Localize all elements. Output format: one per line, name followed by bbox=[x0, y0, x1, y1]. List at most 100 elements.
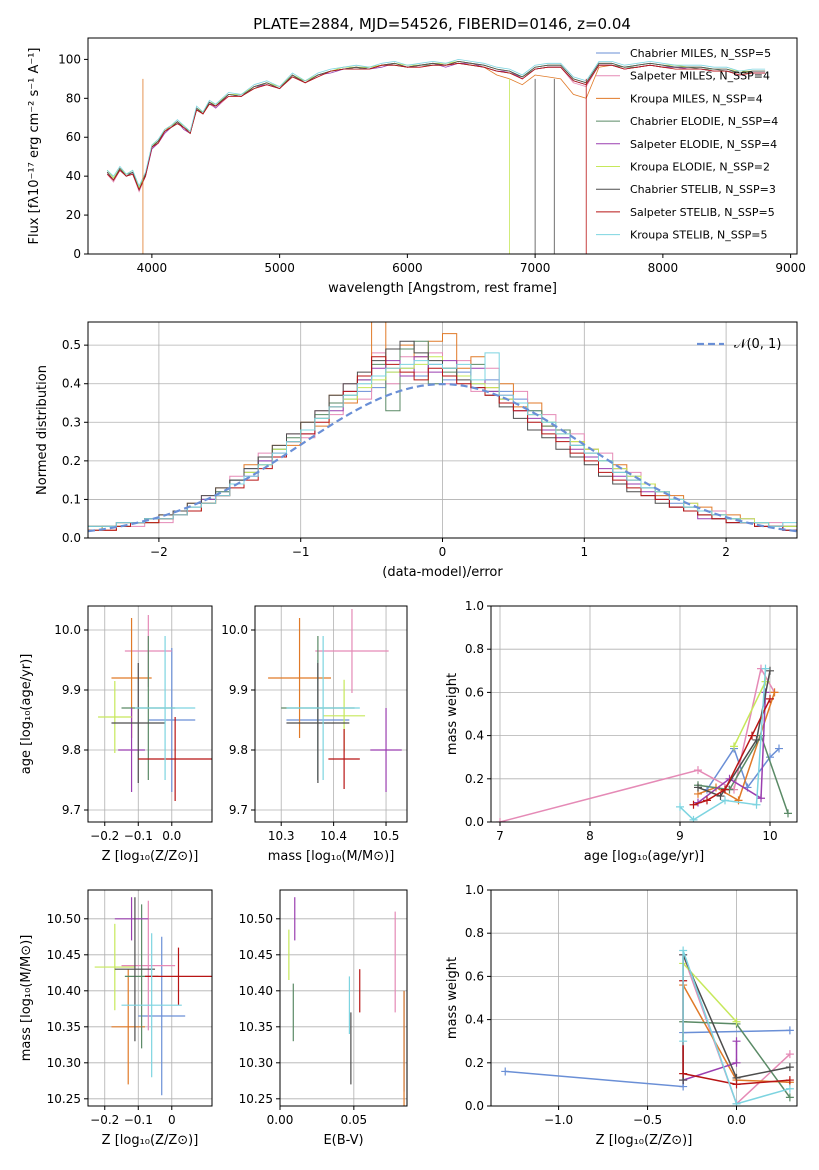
x-tick-label: 10.4 bbox=[320, 829, 347, 843]
plus-marker bbox=[732, 1080, 741, 1089]
y-axis-label: mass weight bbox=[445, 957, 460, 1039]
y-axis-label: age [log₁₀(age/yr)] bbox=[19, 654, 34, 775]
plot-area bbox=[88, 890, 212, 1106]
x-tick-label: 8000 bbox=[648, 261, 679, 275]
legend-label: Kroupa ELODIE, N_SSP=2 bbox=[630, 161, 770, 174]
plus-marker bbox=[785, 1050, 794, 1059]
x-tick-label: 8 bbox=[586, 829, 594, 843]
y-tick-label: 20 bbox=[66, 208, 81, 222]
plus-marker bbox=[721, 796, 729, 805]
y-tick-label: 0.2 bbox=[465, 772, 484, 786]
x-tick-label: −0.2 bbox=[90, 829, 119, 843]
plus-marker bbox=[748, 731, 756, 740]
x-axis-label: mass [log₁₀(M/M⊙)] bbox=[268, 849, 395, 864]
figure-title: PLATE=2884, MJD=54526, FIBERID=0146, z=0… bbox=[253, 15, 631, 33]
data-point bbox=[111, 969, 145, 1085]
x-axis-label: E(B-V) bbox=[323, 1133, 363, 1148]
y-tick-label: 9.9 bbox=[229, 683, 248, 697]
y-axis-label: mass [log₁₀(M/M⊙)] bbox=[19, 935, 34, 1062]
legend-label: Chabrier MILES, N_SSP=5 bbox=[630, 47, 771, 60]
plus-marker bbox=[732, 1058, 741, 1067]
plot-area bbox=[255, 606, 407, 822]
panel-spectrum: 4000 5000 6000 7000 8000 9000 0 20 40 60 80 100 wave… bbox=[27, 37, 806, 296]
y-tick-label: 0.3 bbox=[62, 415, 81, 429]
plot-area bbox=[106, 58, 766, 254]
y-tick-label: 0.2 bbox=[62, 454, 81, 468]
plus-marker bbox=[784, 809, 792, 818]
series-line bbox=[106, 58, 766, 187]
y-tick-label: 1.0 bbox=[465, 599, 484, 613]
axes-frame bbox=[87, 889, 213, 1107]
y-tick-label: 1.0 bbox=[465, 883, 484, 897]
y-tick-label: 9.7 bbox=[229, 803, 248, 817]
x-tick-label: 10 bbox=[762, 829, 777, 843]
plus-marker bbox=[785, 1026, 794, 1035]
data-point bbox=[134, 636, 196, 780]
x-tick-label: 2 bbox=[722, 545, 730, 559]
plus-marker bbox=[785, 1093, 794, 1102]
plus-marker bbox=[689, 800, 698, 809]
y-tick-label: 0.8 bbox=[465, 926, 484, 940]
legend-label: Chabrier ELODIE, N_SSP=4 bbox=[630, 115, 778, 128]
x-tick-label: −1.0 bbox=[544, 1113, 573, 1127]
y-tick-label: 10.50 bbox=[239, 912, 273, 926]
y-tick-label: 0.4 bbox=[465, 729, 484, 743]
legend-label: Kroupa MILES, N_SSP=4 bbox=[630, 92, 763, 105]
legend-label: 𝒩(0, 1) bbox=[734, 337, 781, 352]
plus-marker bbox=[716, 792, 725, 801]
y-tick-label: 0.0 bbox=[465, 815, 484, 829]
weight-line bbox=[679, 668, 767, 821]
x-tick-label: 0.0 bbox=[162, 829, 181, 843]
data-point bbox=[138, 936, 186, 1096]
y-tick-label: 10.25 bbox=[239, 1092, 273, 1106]
y-tick-label: 0.6 bbox=[465, 969, 484, 983]
data-point bbox=[148, 648, 196, 792]
y-tick-label: 9.7 bbox=[62, 803, 81, 817]
y-axis-label: mass weight bbox=[445, 673, 460, 755]
legend-label: Salpeter STELIB, N_SSP=5 bbox=[630, 206, 775, 219]
y-tick-label: 10.0 bbox=[221, 623, 248, 637]
y-axis-label: Normed distribution bbox=[35, 365, 50, 495]
plus-marker bbox=[732, 1037, 741, 1046]
x-tick-label: 9000 bbox=[775, 261, 806, 275]
axes-frame bbox=[87, 605, 213, 823]
data-point bbox=[111, 663, 166, 783]
x-tick-label: −1 bbox=[292, 545, 310, 559]
plus-marker bbox=[775, 744, 783, 753]
plus-marker bbox=[679, 946, 688, 955]
plus-marker bbox=[679, 1037, 688, 1046]
x-tick-label: 0 bbox=[439, 545, 447, 559]
x-tick-label: 0.00 bbox=[267, 1113, 294, 1127]
x-tick-label: −2 bbox=[150, 545, 168, 559]
plus-marker bbox=[766, 666, 774, 675]
data-point bbox=[118, 708, 145, 792]
x-tick-label: −0.2 bbox=[90, 1113, 119, 1127]
x-tick-label: 10.3 bbox=[268, 829, 295, 843]
panel-mass_vs_ebv: 0.00 0.05 10.25 10.30 10.35 10.40 10.45 10.50 E(… bbox=[239, 889, 408, 1148]
y-tick-label: 100 bbox=[58, 52, 81, 66]
axes-frame bbox=[254, 605, 408, 823]
axes-frame bbox=[490, 605, 798, 823]
x-tick-label: −0.1 bbox=[124, 1113, 153, 1127]
x-axis-label: (data-model)/error bbox=[382, 565, 503, 580]
x-axis-label: Z [log₁₀(Z/Z⊙)] bbox=[102, 1133, 199, 1148]
y-tick-label: 10.40 bbox=[47, 984, 81, 998]
plus-marker bbox=[694, 766, 702, 775]
legend: 𝒩(0, 1) bbox=[697, 337, 781, 352]
plus-marker bbox=[785, 1063, 794, 1072]
plus-marker bbox=[730, 742, 738, 751]
data-point bbox=[114, 897, 156, 1042]
weight-line bbox=[697, 670, 771, 798]
axes-frame bbox=[490, 889, 798, 1107]
y-tick-label: 10.40 bbox=[239, 984, 273, 998]
x-tick-label: −0.5 bbox=[633, 1113, 662, 1127]
panel-age_vs_Z: −0.2 −0.1 0.0 9.7 9.8 9.9 10.0 Z [log₁₀(Z/Z⊙)] a… bbox=[19, 605, 213, 864]
x-tick-label: 10.5 bbox=[373, 829, 400, 843]
x-tick-label: 1 bbox=[580, 545, 588, 559]
plus-marker bbox=[679, 1069, 688, 1078]
legend-label: Salpeter ELODIE, N_SSP=4 bbox=[630, 138, 777, 151]
plus-marker bbox=[770, 688, 779, 697]
plus-marker bbox=[732, 1099, 741, 1106]
x-tick-label: 5000 bbox=[264, 261, 295, 275]
